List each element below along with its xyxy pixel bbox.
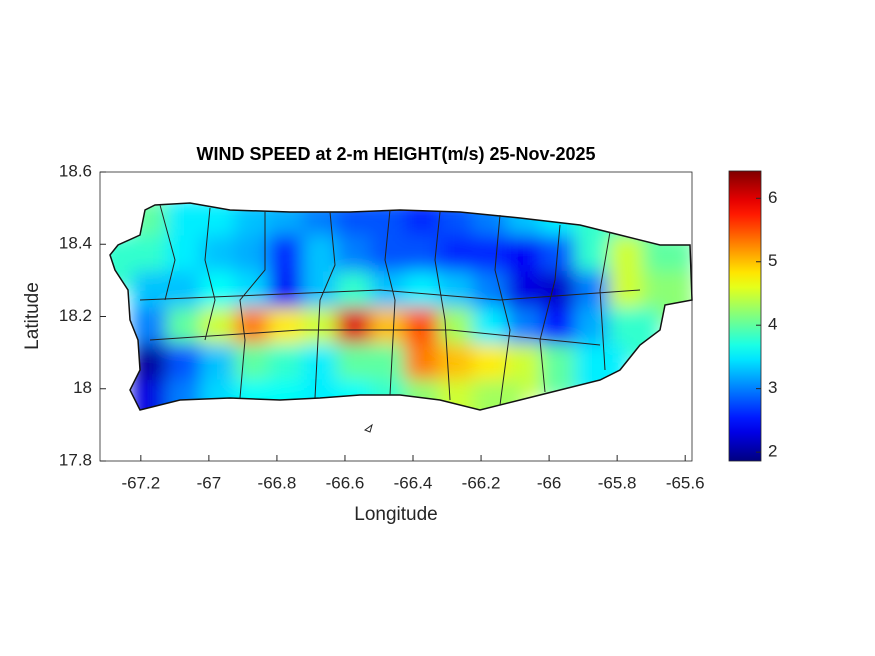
y-tick-label: 18 [73, 378, 92, 397]
x-tick-label: -66.2 [462, 473, 501, 492]
island-outline [109, 202, 693, 411]
x-tick-label: -66 [537, 473, 562, 492]
x-tick-label: -67 [197, 473, 222, 492]
municipal-borders [139, 204, 641, 433]
colorbar-tick-label: 4 [768, 315, 777, 334]
colorbar [728, 170, 762, 462]
x-axis-label: Longitude [354, 504, 437, 525]
x-tick-label: -66.6 [326, 473, 365, 492]
x-tick-label: -67.2 [121, 473, 160, 492]
x-tick-label: -65.8 [598, 473, 637, 492]
x-tick-label: -65.6 [666, 473, 705, 492]
y-tick-label: 18.6 [59, 161, 92, 180]
y-tick-label: 18.4 [59, 234, 92, 253]
chart-title: WIND SPEED at 2-m HEIGHT(m/s) 25-Nov-202… [196, 144, 595, 164]
y-axis-label: Latitude [22, 282, 43, 350]
colorbar-tick-label: 5 [768, 251, 777, 270]
y-tick-label: 18.2 [59, 306, 92, 325]
y-tick-label: 17.8 [59, 450, 92, 469]
colorbar-tick-label: 3 [768, 378, 777, 397]
x-tick-label: -66.8 [258, 473, 297, 492]
colorbar-tick-label: 6 [768, 188, 777, 207]
x-tick-label: -66.4 [394, 473, 433, 492]
colorbar-tick-label: 2 [768, 442, 777, 461]
